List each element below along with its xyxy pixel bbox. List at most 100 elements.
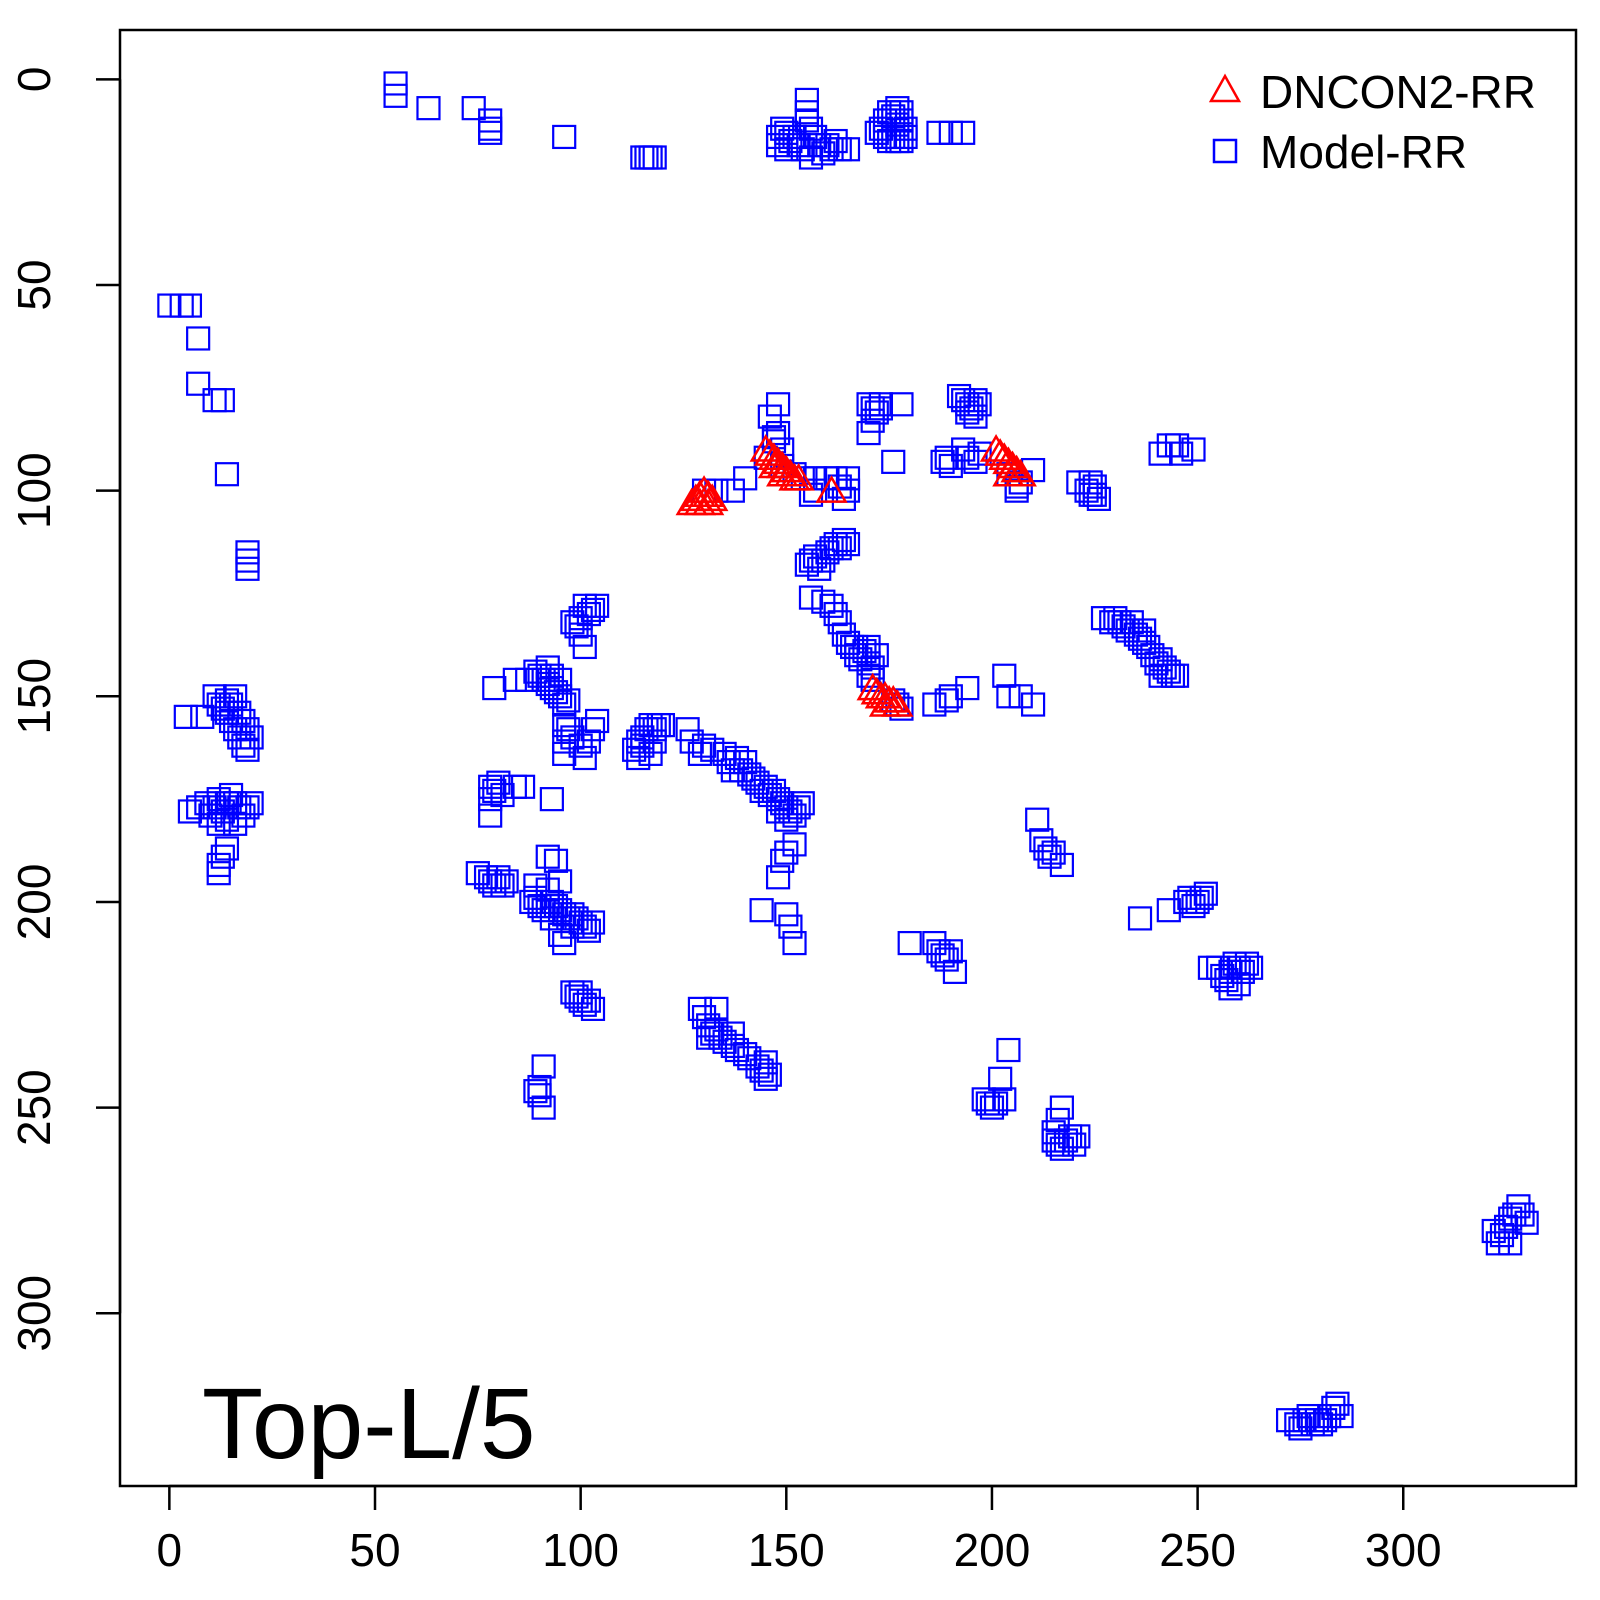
model-rr-point <box>214 462 240 487</box>
dncon2-rr-series <box>675 434 1037 717</box>
model-rr-point <box>819 593 844 618</box>
model-rr-point <box>794 552 819 577</box>
model-rr-point <box>214 688 240 713</box>
model-rr-point <box>938 120 963 145</box>
model-rr-point <box>1078 482 1103 507</box>
model-rr-point <box>835 532 861 557</box>
model-rr-point <box>868 116 894 141</box>
model-rr-point <box>572 745 597 771</box>
model-rr-point <box>798 548 824 573</box>
model-rr-point <box>1148 441 1173 466</box>
dncon2-rr-point <box>1000 454 1033 483</box>
model-rr-point <box>416 96 441 121</box>
model-rr-point <box>214 700 240 725</box>
model-rr-point <box>782 803 807 828</box>
model-rr-point <box>765 420 791 446</box>
model-rr-point <box>531 1095 556 1120</box>
model-rr-point <box>572 593 597 618</box>
model-rr-point <box>642 729 667 754</box>
model-rr-point <box>626 729 651 754</box>
model-rr-point <box>547 898 573 923</box>
model-rr-point <box>823 532 848 557</box>
model-rr-point <box>778 914 803 939</box>
model-rr-point <box>770 791 795 816</box>
model-rr-point <box>1164 433 1190 458</box>
model-rr-point <box>1049 1136 1074 1161</box>
model-rr-point <box>531 898 556 923</box>
model-rr-point <box>798 116 824 141</box>
model-rr-point <box>177 293 203 318</box>
model-rr-point <box>202 795 227 820</box>
model-rr-point <box>531 1054 556 1079</box>
model-rr-point <box>543 848 569 873</box>
model-rr-point <box>235 737 260 762</box>
model-rr-point <box>724 745 750 771</box>
model-rr-point <box>749 1058 774 1083</box>
model-rr-point <box>835 630 861 655</box>
model-rr-point <box>552 692 577 717</box>
model-rr-point <box>860 408 885 433</box>
model-rr-point <box>1210 963 1235 989</box>
model-rr-point <box>893 124 918 150</box>
model-rr-point <box>860 655 885 680</box>
model-rr-point <box>478 120 503 145</box>
model-rr-point <box>696 1025 721 1050</box>
model-rr-point <box>580 910 606 935</box>
model-rr-point <box>1132 618 1157 643</box>
legend-label-dncon2-rr: DNCON2-RR <box>1260 66 1536 118</box>
model-rr-point <box>539 906 564 931</box>
model-rr-point <box>815 540 840 565</box>
model-rr-point <box>868 392 894 417</box>
model-rr-point <box>922 692 947 717</box>
model-rr-point <box>568 910 593 935</box>
model-rr-point <box>1481 1218 1506 1244</box>
model-rr-point <box>992 1087 1017 1112</box>
model-rr-point <box>210 799 235 824</box>
model-rr-point <box>1193 881 1218 906</box>
model-rr-point <box>1226 955 1251 980</box>
model-rr-point <box>835 466 861 491</box>
model-rr-point <box>889 392 914 417</box>
model-rr-point <box>1218 959 1243 984</box>
model-rr-point <box>560 725 585 750</box>
model-rr-point <box>831 527 856 553</box>
model-rr-point <box>881 449 906 474</box>
model-rr-point <box>1045 1107 1070 1133</box>
model-rr-point <box>749 778 774 804</box>
model-rr-point <box>782 832 807 857</box>
model-rr-point <box>983 1091 1009 1116</box>
model-rr-point <box>675 717 700 742</box>
model-rr-point <box>765 865 791 890</box>
model-rr-point <box>186 326 211 351</box>
model-rr-point <box>1214 968 1239 993</box>
model-rr-point <box>1025 807 1050 832</box>
model-rr-point <box>1132 630 1157 655</box>
model-rr-point <box>564 984 589 1009</box>
model-rr-point <box>955 400 980 425</box>
model-rr-point <box>535 671 560 697</box>
model-rr-point <box>1115 618 1140 643</box>
model-rr-point <box>778 799 803 824</box>
model-rr-point <box>473 865 499 890</box>
model-rr-point <box>539 663 564 688</box>
model-rr-point <box>177 799 203 824</box>
model-rr-point <box>885 112 910 137</box>
model-rr-point <box>461 96 486 121</box>
model-rr-point <box>827 610 852 635</box>
model-rr-point <box>576 988 601 1013</box>
model-rr-point <box>576 601 601 627</box>
model-rr-point <box>218 782 244 808</box>
model-rr-point <box>733 466 758 491</box>
model-rr-point <box>1049 852 1074 878</box>
model-rr-point <box>765 133 791 158</box>
model-rr-point <box>798 145 824 170</box>
model-rr-point <box>856 634 881 660</box>
model-rr-point <box>765 392 791 417</box>
model-rr-point <box>807 556 832 581</box>
model-rr-point <box>580 996 606 1021</box>
x-tick-label: 100 <box>542 1524 619 1576</box>
model-rr-point <box>1206 955 1231 980</box>
dncon2-rr-point <box>868 689 902 717</box>
dncon2-rr-point <box>868 680 902 709</box>
model-rr-point <box>194 791 219 816</box>
